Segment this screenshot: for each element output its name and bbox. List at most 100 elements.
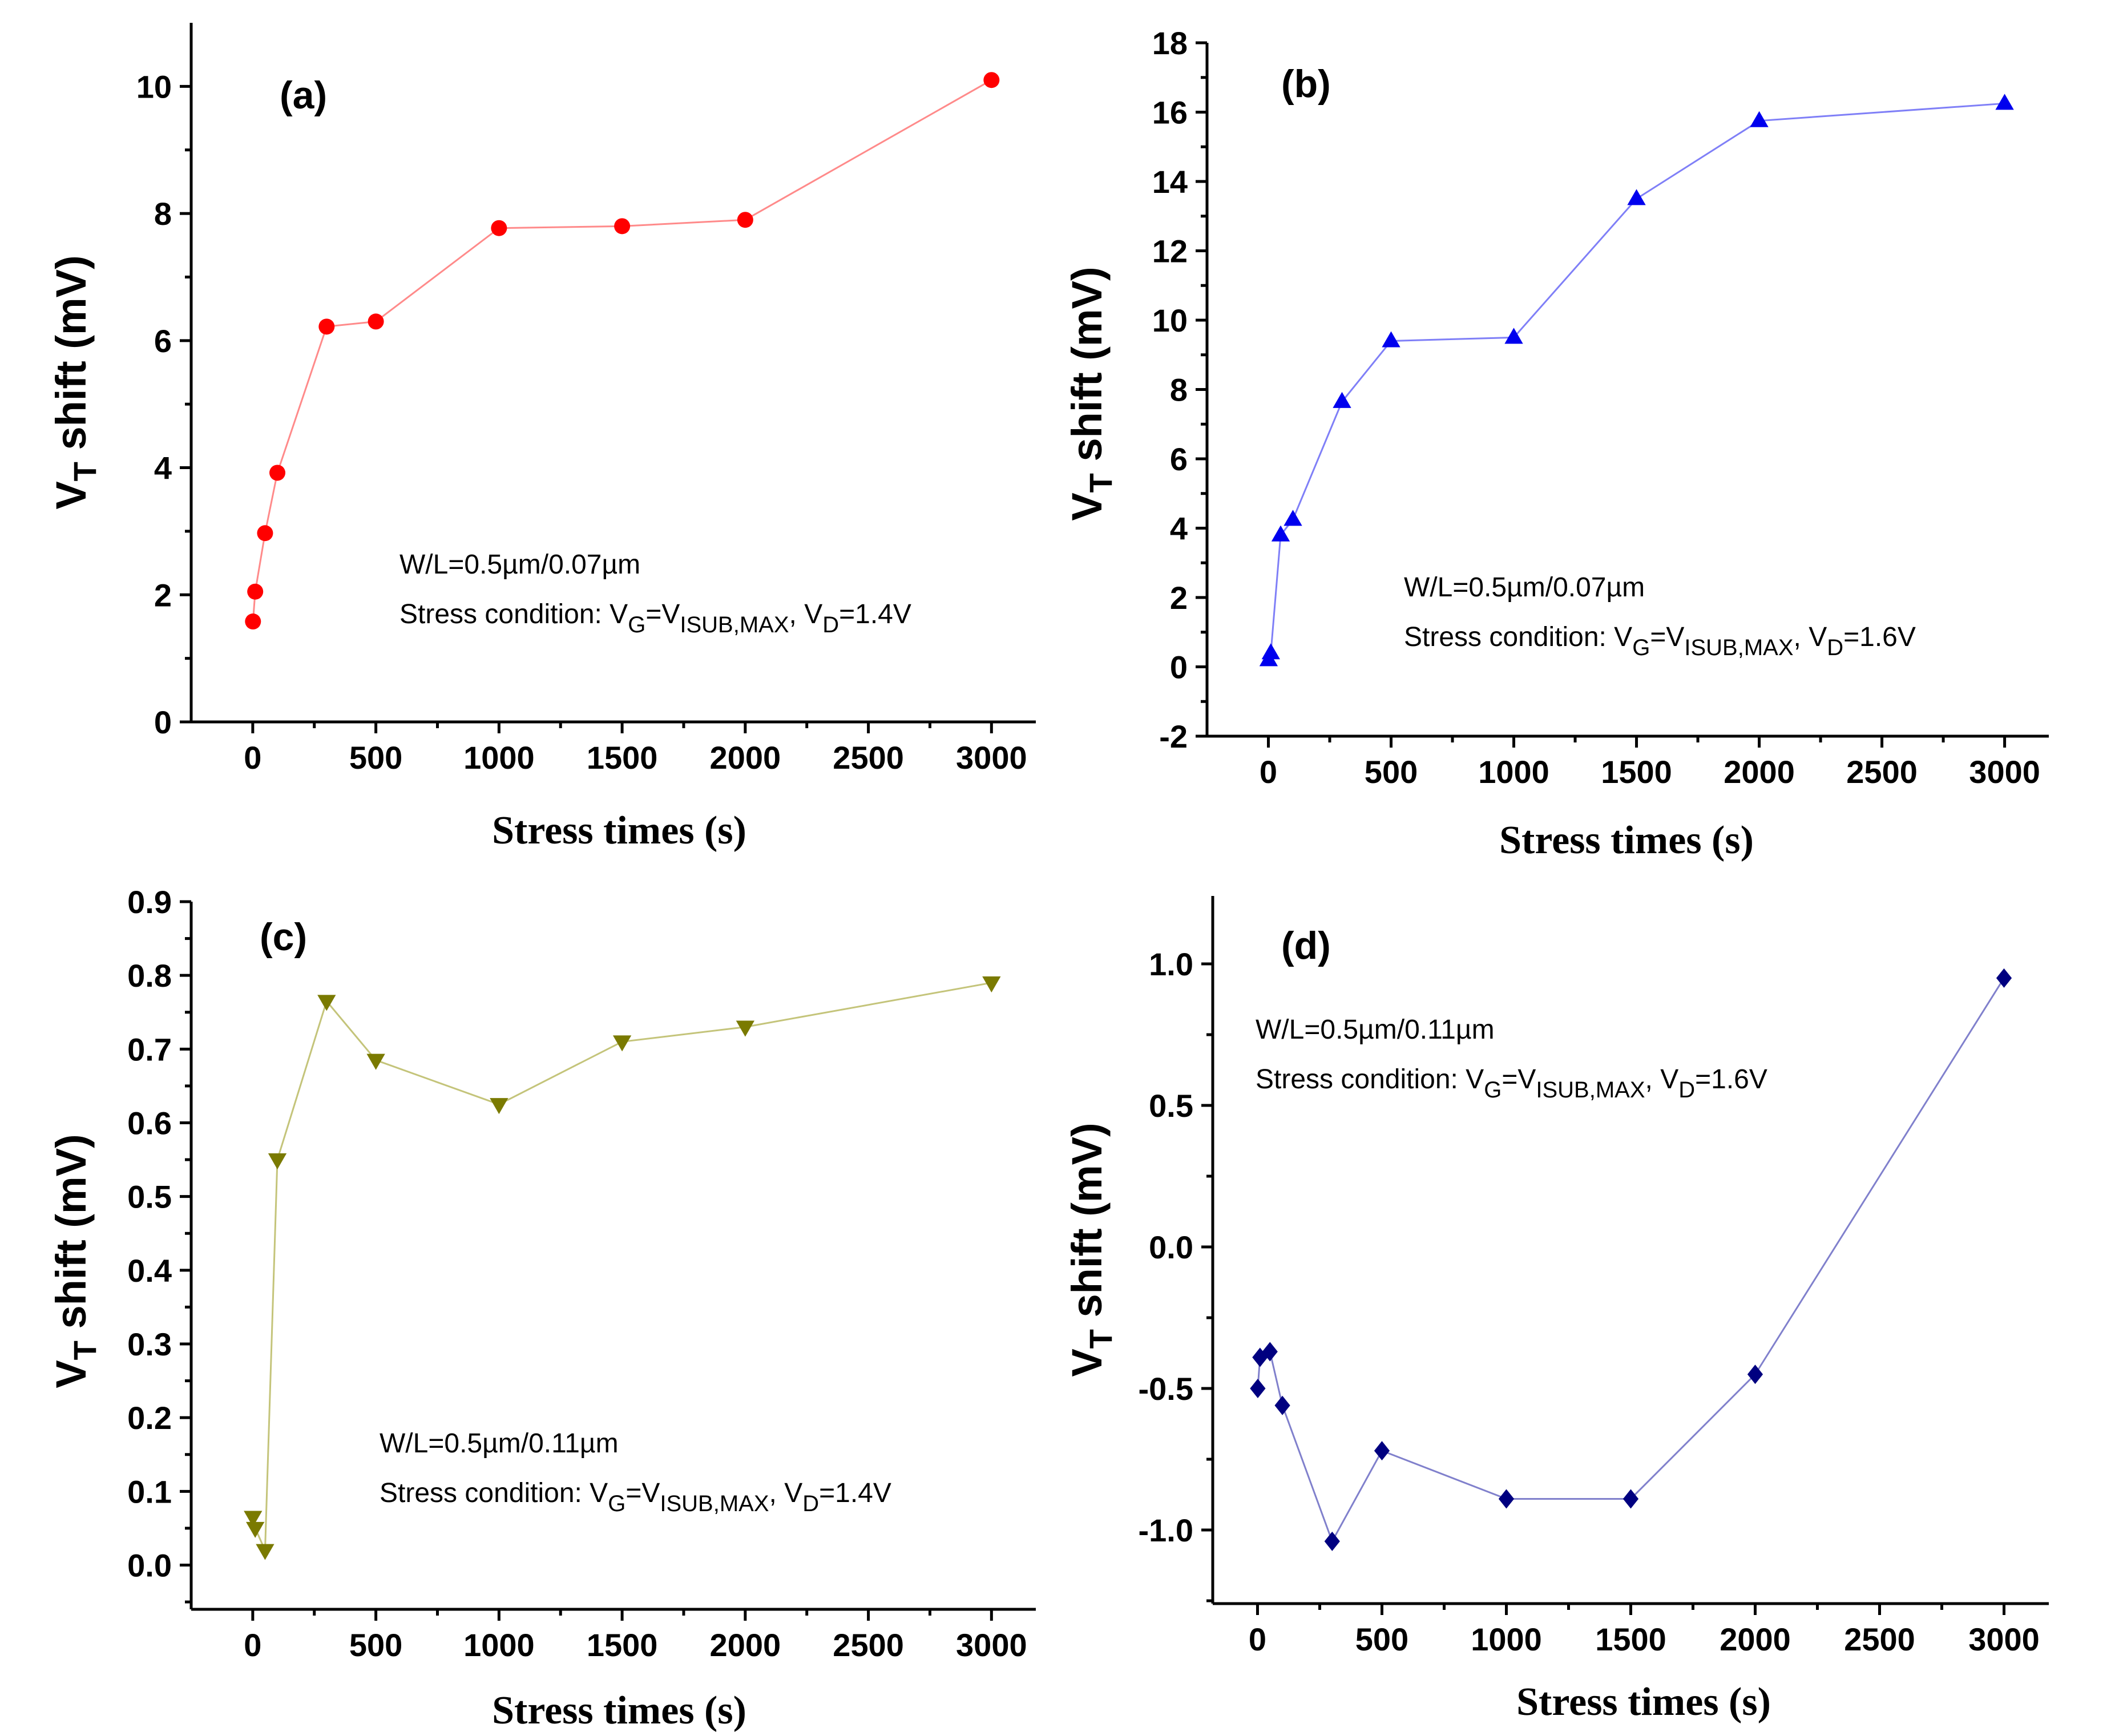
y-tick-label: 0.5 <box>127 1179 172 1215</box>
x-tick-label: 2000 <box>1720 1621 1791 1657</box>
data-point <box>244 1511 263 1527</box>
x-tick-label: 3000 <box>1969 754 2040 790</box>
data-point <box>1250 1379 1266 1399</box>
y-title-rest: shift (mV) <box>1063 1123 1111 1329</box>
data-point <box>1271 525 1290 542</box>
x-tick-label: 500 <box>1365 754 1418 790</box>
y-tick-label: 0 <box>154 704 172 740</box>
data-point <box>317 995 336 1011</box>
y-tick-label: 0.2 <box>127 1400 172 1436</box>
x-tick-label: 3000 <box>956 1627 1027 1663</box>
data-point <box>612 1035 632 1052</box>
annotation-stress-condition: Stress condition: VG=VISUB,MAX, VD=1.4V <box>380 1478 891 1516</box>
series-line <box>252 79 992 622</box>
data-point <box>491 220 507 236</box>
x-tick-label: 1500 <box>1601 754 1672 790</box>
x-tick-label: 0 <box>1249 1621 1266 1657</box>
y-axis-title: VT shift (mV) <box>47 1134 103 1388</box>
chart-panel-c: 0 500 1000 1500 2000 2500 3000 0.0 0.1 0.2 0.3 0.4 0… <box>47 884 1036 1733</box>
annotation-geometry: W/L=0.5µm/0.07µm <box>1404 572 1645 603</box>
data-point <box>983 72 1000 88</box>
data-point <box>1627 189 1646 205</box>
data-point <box>1261 643 1280 660</box>
data-point <box>1747 1364 1763 1384</box>
y-title-rest: shift (mV) <box>47 255 95 462</box>
data-point <box>257 525 273 542</box>
data-point <box>1333 391 1351 408</box>
panel-label: (d) <box>1281 924 1331 967</box>
x-tick-label: 1000 <box>1478 754 1549 790</box>
series-line <box>1257 978 2005 1544</box>
x-tick-label: 2500 <box>1846 754 1918 790</box>
y-tick-label: 10 <box>136 68 172 104</box>
x-axis-title: Stress times (s) <box>1499 818 1754 862</box>
y-axis-title: VT shift (mV) <box>1063 1123 1119 1376</box>
data-point <box>1324 1531 1340 1551</box>
annotation-geometry: W/L=0.5µm/0.11µm <box>1256 1015 1495 1045</box>
chart-panel-a: 0 500 1000 1500 2000 2500 3000 0 2 4 6 8 10 Stress ti… <box>47 23 1036 853</box>
data-point <box>1504 328 1523 344</box>
data-point <box>1996 968 2012 988</box>
y-tick-label: 0.6 <box>127 1105 172 1141</box>
y-tick-label: 4 <box>154 450 172 486</box>
x-tick-label: 1500 <box>1595 1621 1666 1657</box>
x-tick-label: 2500 <box>1844 1621 1915 1657</box>
y-title-main: V <box>1063 1349 1111 1376</box>
data-point <box>245 613 261 630</box>
y-tick-label: 0.1 <box>127 1473 172 1509</box>
y-tick-label: 6 <box>154 323 172 359</box>
y-tick-label: 8 <box>154 196 172 232</box>
data-point <box>1622 1489 1639 1509</box>
x-axis-title: Stress times (s) <box>1516 1680 1771 1724</box>
y-tick-label: 8 <box>1170 372 1188 408</box>
panel-label: (c) <box>260 915 307 959</box>
x-tick-label: 0 <box>244 1627 261 1663</box>
y-tick-label: 0.9 <box>127 884 172 920</box>
y-tick-label: 14 <box>1152 164 1188 200</box>
y-title-main: V <box>47 1360 95 1388</box>
annotation-stress-condition: Stress condition: VG=VISUB,MAX, VD=1.6V <box>1404 622 1916 660</box>
y-title-subscript: T <box>1083 473 1119 492</box>
panel-label: (b) <box>1281 62 1331 106</box>
x-tick-label: 0 <box>1260 754 1277 790</box>
y-tick-label: 0.0 <box>127 1548 172 1584</box>
y-tick-label: 6 <box>1170 441 1188 477</box>
data-point <box>246 1521 265 1538</box>
data-point <box>1382 331 1400 348</box>
y-tick-label: 0.5 <box>1149 1088 1193 1124</box>
chart-panel-b: 0 500 1000 1500 2000 2500 3000 -2 0 2 4 6 8 10 12 14 16 1… <box>1063 25 2049 862</box>
y-tick-label: -1.0 <box>1139 1512 1194 1548</box>
x-tick-label: 2000 <box>710 740 781 776</box>
x-tick-label: 1500 <box>587 740 658 776</box>
y-tick-label: 2 <box>1170 580 1188 616</box>
data-point <box>1498 1489 1515 1509</box>
y-title-rest: shift (mV) <box>47 1134 95 1341</box>
y-axis-title: VT shift (mV) <box>47 255 103 509</box>
y-tick-label: 12 <box>1152 233 1188 269</box>
data-point <box>1995 94 2014 110</box>
y-tick-label: 0.3 <box>127 1326 172 1362</box>
data-point <box>1274 1395 1290 1415</box>
y-tick-label: 1.0 <box>1149 946 1193 982</box>
data-point <box>614 218 631 235</box>
data-point <box>368 313 384 330</box>
annotation-geometry: W/L=0.5µm/0.11µm <box>380 1428 619 1459</box>
x-axis-title: Stress times (s) <box>492 809 746 853</box>
y-title-subscript: T <box>67 462 103 481</box>
series-line <box>252 982 992 1551</box>
x-tick-label: 500 <box>349 1627 402 1663</box>
y-tick-label: 18 <box>1152 25 1188 61</box>
y-tick-label: 0 <box>1170 649 1188 685</box>
y-title-main: V <box>1063 492 1111 520</box>
y-title-rest: shift (mV) <box>1063 267 1111 473</box>
y-tick-label: 4 <box>1170 511 1188 547</box>
x-tick-label: 500 <box>349 740 402 776</box>
x-tick-label: 500 <box>1355 1621 1408 1657</box>
data-point <box>366 1053 385 1070</box>
y-tick-label: -0.5 <box>1139 1371 1194 1407</box>
x-tick-label: 3000 <box>1968 1621 2040 1657</box>
y-tick-label: -2 <box>1159 718 1188 754</box>
x-tick-label: 2500 <box>833 1627 904 1663</box>
chart-panel-d: 0 500 1000 1500 2000 2500 3000 -1.0 -0.5 0.0 0.5 1.… <box>1063 896 2049 1724</box>
